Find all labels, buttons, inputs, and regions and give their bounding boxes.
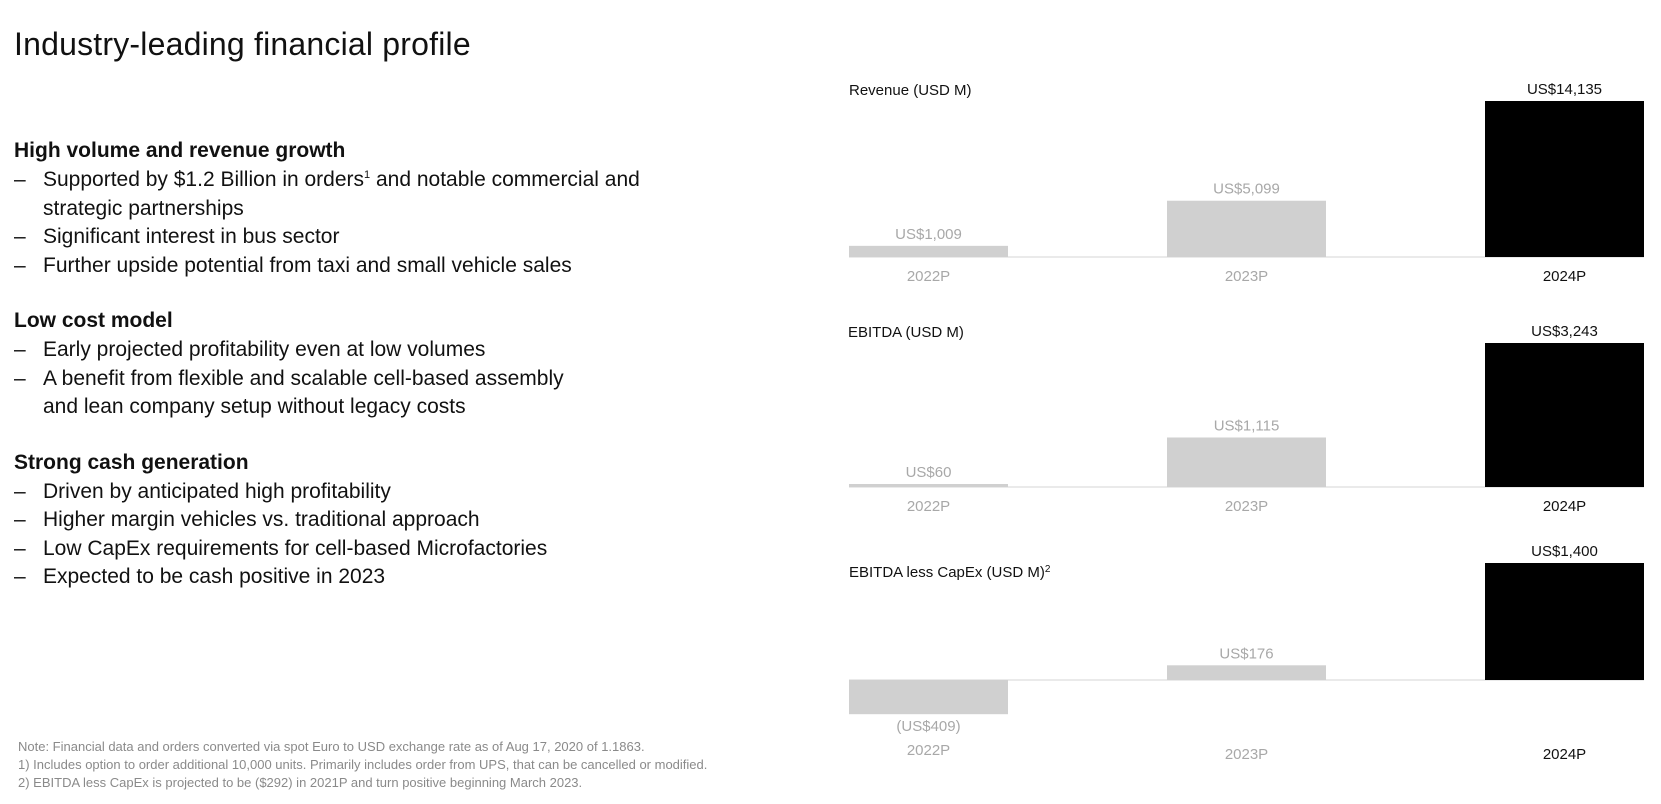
bullet-text: Supported by $1.2 Billion in orders <box>43 168 365 191</box>
dash-icon: – <box>14 565 26 588</box>
chart-title: EBITDA less CapEx (USD M)2 <box>849 564 1051 581</box>
bar-2022P <box>849 680 1008 715</box>
section-low-cost-model: Low cost model – Early projected profita… <box>14 306 714 422</box>
footnotes: Note: Financial data and orders converte… <box>18 738 707 792</box>
bar-2022P <box>849 245 1008 257</box>
chart-title: Revenue (USD M) <box>849 82 972 99</box>
category-label: 2024P <box>1543 746 1586 763</box>
bullet-item: – Supported by $1.2 Billion in orders1 a… <box>14 166 714 223</box>
bullet-item: – Expected to be cash positive in 2023 <box>14 563 714 592</box>
dash-icon: – <box>14 479 26 503</box>
chart-title: EBITDA (USD M) <box>848 324 964 341</box>
category-label: 2023P <box>1225 746 1268 763</box>
bullet-text: Expected to be cash positive in 2023 <box>43 565 386 588</box>
footnote-marker: 1 <box>364 169 371 181</box>
footnote-line: 2) EBITDA less CapEx is projected to be … <box>18 775 583 790</box>
bullet-text: Further upside potential from taxi and s… <box>43 253 572 277</box>
dash-icon: – <box>14 168 26 191</box>
bullet-text: Significant interest in bus sector <box>43 225 340 248</box>
data-label: US$1,009 <box>895 226 962 243</box>
dash-icon: – <box>14 338 26 361</box>
bullet-item: – Driven by anticipated high profitabili… <box>14 478 714 507</box>
section-heading: Strong cash generation <box>14 450 249 474</box>
dash-icon: – <box>14 253 26 277</box>
bar-2024P <box>1485 343 1644 487</box>
bullet-text: A benefit from flexible and scalable cel… <box>43 366 564 419</box>
data-label: US$176 <box>1219 645 1273 662</box>
bullet-item: – Early projected profitability even at … <box>14 336 714 365</box>
dash-icon: – <box>14 225 26 248</box>
data-label: US$3,243 <box>1531 323 1598 340</box>
footnote-line: Note: Financial data and orders converte… <box>18 739 645 754</box>
page-title: Industry-leading financial profile <box>14 26 471 62</box>
key-points: High volume and revenue growth – Support… <box>14 136 714 618</box>
dash-icon: – <box>14 366 26 390</box>
bullet-text: Low CapEx requirements for cell-based Mi… <box>43 536 548 560</box>
dash-icon: – <box>14 508 26 531</box>
data-label: (US$409) <box>896 718 960 735</box>
bullet-text: Driven by anticipated high profitability <box>43 479 391 503</box>
bullet-text-cont: and notable commercial and strategic par… <box>43 168 640 220</box>
bullet-text: Early projected profitability even at lo… <box>43 338 486 361</box>
footnote-line: 1) Includes option to order additional 1… <box>18 757 708 772</box>
bar-2024P <box>1485 563 1644 680</box>
bullet-text: Higher margin vehicles vs. traditional a… <box>43 508 480 531</box>
category-label: 2022P <box>907 268 950 285</box>
bullet-item: – Significant interest in bus sector <box>14 223 714 252</box>
data-label: US$5,099 <box>1213 181 1280 198</box>
category-label: 2024P <box>1543 498 1586 515</box>
bar-2023P <box>1167 200 1326 257</box>
category-label: 2022P <box>907 498 950 515</box>
dash-icon: – <box>14 536 26 560</box>
bar-2024P <box>1485 101 1644 257</box>
bar-2022P <box>849 484 1008 487</box>
title-footnote-marker: 2 <box>1045 564 1051 575</box>
data-label: US$14,135 <box>1527 81 1602 98</box>
section-revenue-growth: High volume and revenue growth – Support… <box>14 136 714 280</box>
data-label: US$60 <box>906 464 952 481</box>
category-label: 2022P <box>907 742 950 759</box>
section-heading: High volume and revenue growth <box>14 139 346 162</box>
bar-2023P <box>1167 437 1326 487</box>
data-label: US$1,400 <box>1531 543 1598 560</box>
bullet-item: – A benefit from flexible and scalable c… <box>14 365 603 422</box>
data-label: US$1,115 <box>1214 417 1280 434</box>
bullet-item: – Higher margin vehicles vs. traditional… <box>14 506 714 535</box>
section-heading: Low cost model <box>14 309 173 332</box>
category-label: 2023P <box>1225 498 1268 515</box>
category-label: 2024P <box>1543 268 1586 285</box>
bar-2023P <box>1167 665 1326 680</box>
section-cash-generation: Strong cash generation – Driven by antic… <box>14 448 714 592</box>
bullet-item: – Low CapEx requirements for cell-based … <box>14 535 714 564</box>
bullet-item: – Further upside potential from taxi and… <box>14 252 714 281</box>
category-label: 2023P <box>1225 268 1268 285</box>
